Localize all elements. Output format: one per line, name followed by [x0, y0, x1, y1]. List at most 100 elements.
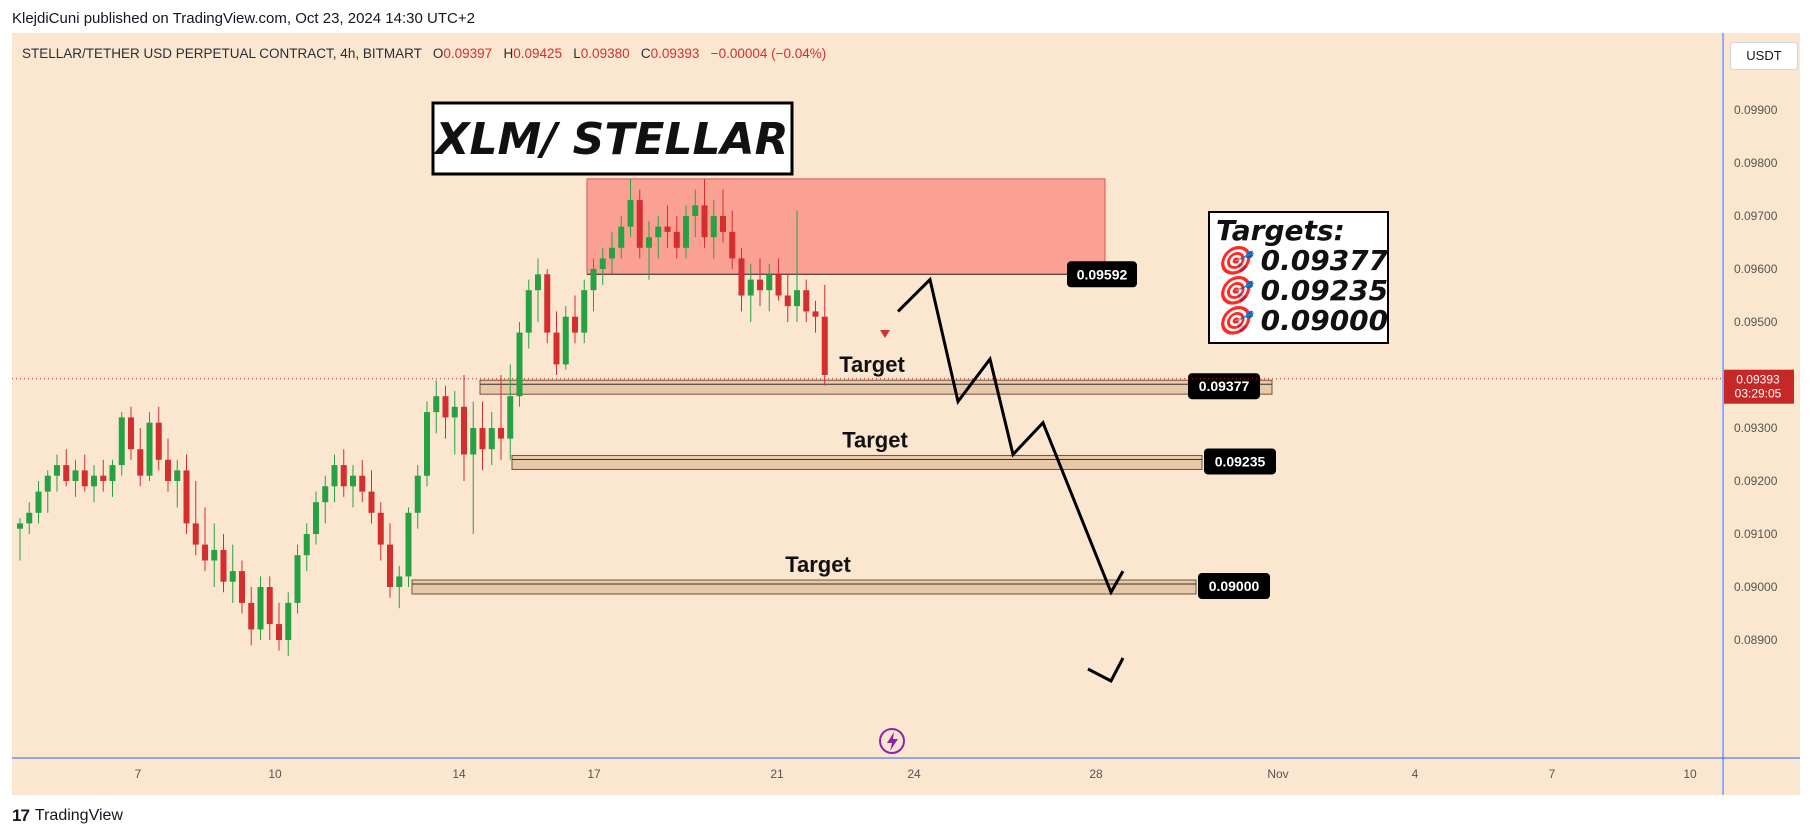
candle-body [516, 332, 523, 397]
candle-body [276, 624, 282, 640]
candle-body [377, 512, 384, 545]
candle-body [683, 216, 689, 248]
candle-body [784, 295, 791, 307]
level-layer: 0.09900 0.09800 0.09700 0.09600 0.09500 0.093… [12, 33, 1800, 795]
currency-button[interactable]: USDT [1730, 42, 1798, 70]
candle-body [757, 279, 763, 291]
symbol-info-line: STELLAR/TETHER USD PERPETUAL CONTRACT, 4… [22, 46, 826, 61]
y-tick-label: 0.09500 [1734, 315, 1778, 329]
low-label: L [573, 46, 581, 61]
target-text: Target [839, 352, 905, 377]
y-tick-label: 0.09300 [1734, 421, 1778, 435]
candle-body [165, 459, 171, 481]
candle-body [155, 422, 162, 460]
high-label: H [503, 46, 514, 61]
candle-body [636, 200, 643, 248]
candle-layer [17, 178, 890, 656]
y-tick-label: 0.09800 [1734, 156, 1778, 170]
candle-body [433, 396, 440, 413]
y-tick-label: 0.09900 [1734, 103, 1778, 117]
candle-body [618, 226, 625, 248]
resistance-zone [586, 178, 1106, 275]
projected-path [896, 276, 1125, 596]
candle-body [109, 465, 116, 481]
candle-body [44, 475, 51, 492]
candle-body [331, 465, 338, 487]
candle-body [738, 258, 745, 296]
candle-body [794, 290, 800, 307]
candle-body [720, 216, 726, 232]
candle-body [387, 544, 393, 587]
candle-body [118, 417, 125, 466]
x-tick-label: 10 [268, 767, 282, 781]
low-value: 0.09380 [580, 46, 630, 61]
change-value: −0.00004 (−0.04%) [710, 46, 827, 61]
candle-body [646, 237, 652, 248]
target-level-band [511, 454, 1203, 470]
x-tick-label: 4 [1412, 767, 1419, 781]
marker-triangle-icon [880, 330, 890, 338]
candle-body [17, 523, 23, 529]
chart-title: XLM/ STELLAR [433, 114, 789, 165]
x-tick-label: 24 [907, 767, 921, 781]
candle-body [590, 269, 597, 291]
overlay-layer: XLM/ STELLAR Targets:🎯 0.09377🎯 0.09235🎯 … [431, 101, 1389, 754]
candle-body [396, 576, 403, 587]
price-axis[interactable] [1723, 33, 1800, 795]
candle-body [81, 470, 88, 487]
candle-body [128, 417, 134, 450]
candle-body [812, 311, 819, 317]
footer-brand[interactable]: 17 TradingView [12, 806, 123, 826]
resistance-label-box [1067, 261, 1137, 288]
publisher-header: KlejdiCuni published on TradingView.com,… [12, 10, 475, 27]
candle-body [35, 491, 42, 513]
candle-body [414, 475, 421, 513]
chart-area[interactable] [12, 33, 1722, 795]
brand-name: TradingView [34, 807, 123, 824]
target-price-box [1198, 573, 1270, 599]
candle-body [766, 274, 773, 291]
candle-body [359, 475, 366, 492]
x-tick-label: 14 [452, 767, 466, 781]
x-tick-label: 10 [1683, 767, 1697, 781]
candle-body [507, 396, 514, 439]
candle-body [562, 316, 569, 365]
candle-body [368, 491, 375, 513]
target-level-band [479, 379, 1273, 395]
targets-item: 🎯 0.09235 [1216, 274, 1388, 307]
x-tick-label: Nov [1267, 767, 1288, 781]
candle-body [664, 226, 671, 232]
y-tick-label: 0.09600 [1734, 262, 1778, 276]
candle-body [581, 290, 588, 333]
x-tick-label: 28 [1089, 767, 1103, 781]
candle-body [63, 465, 70, 481]
candle-body [803, 290, 810, 312]
target-text: Target [785, 552, 851, 577]
target-text: Target [842, 427, 908, 452]
candle-body [303, 534, 310, 556]
high-value: 0.09425 [513, 46, 563, 61]
y-tick-label: 0.09700 [1734, 209, 1778, 223]
target-price-label: 0.09235 [1215, 453, 1266, 469]
candle-body [692, 205, 699, 216]
candle-body [488, 428, 495, 450]
candle-body [54, 465, 60, 476]
candle-body [257, 587, 264, 630]
candle-body [701, 205, 708, 238]
candle-body [544, 274, 551, 333]
candle-body [729, 231, 736, 259]
candle-body [655, 226, 662, 238]
candle-body [821, 316, 828, 375]
candle-body [26, 512, 33, 524]
candle-body [239, 571, 245, 603]
target-level-band [411, 579, 1197, 595]
candle-body [747, 279, 754, 296]
target-price-box [1188, 373, 1260, 400]
candle-body [220, 549, 227, 582]
projected-arrowhead-icon [1087, 657, 1125, 684]
candle-body [609, 247, 615, 259]
target-price-box [1204, 448, 1276, 475]
open-label: O [432, 46, 444, 61]
candle-body [285, 602, 292, 640]
y-tick-label: 0.09000 [1734, 580, 1778, 594]
